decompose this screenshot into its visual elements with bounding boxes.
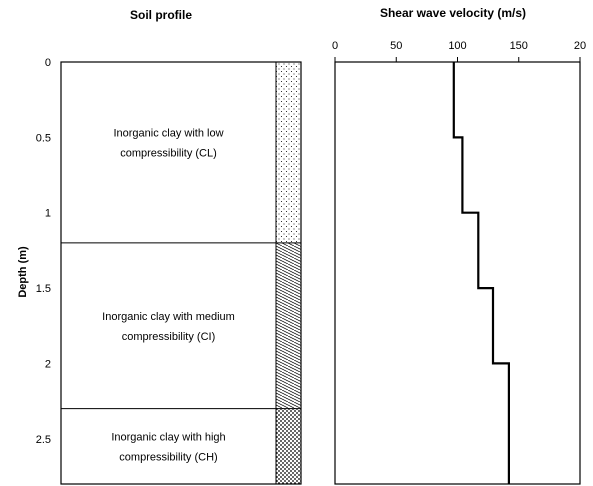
soil-profile-frame bbox=[60, 61, 302, 485]
velocity-axis-title: Shear wave velocity (m/s) bbox=[380, 6, 526, 20]
soil-pattern-column bbox=[276, 408, 301, 484]
soil-layer-label: Inorganic clay with high bbox=[111, 431, 225, 443]
depth-tick-labels: 0 0.5 1 1.5 2 2.5 bbox=[36, 57, 51, 446]
velocity-tick-label: 100 bbox=[448, 40, 466, 52]
soil-profile-title: Soil profile bbox=[130, 8, 192, 22]
soil-pattern-column bbox=[276, 242, 301, 409]
depth-tick-label: 1 bbox=[45, 208, 51, 220]
soil-layer-label: compressibility (CL) bbox=[120, 147, 217, 159]
soil-layer-label: compressibility (CI) bbox=[122, 331, 216, 343]
depth-axis-label: Depth (m) bbox=[17, 246, 29, 298]
velocity-tick-label: 50 bbox=[390, 40, 402, 52]
depth-tick-label: 0 bbox=[45, 57, 51, 69]
velocity-tick-labels: 0 50 100 150 20 bbox=[332, 40, 586, 62]
velocity-tick-label: 0 bbox=[332, 40, 338, 52]
soil-layer: Inorganic clay with low compressibility (… bbox=[113, 62, 301, 243]
soil-pattern-column bbox=[276, 62, 301, 243]
depth-tick-label: 1.5 bbox=[36, 283, 51, 295]
depth-tick-label: 2 bbox=[45, 358, 51, 370]
soil-layer: Inorganic clay with medium compressibilit… bbox=[61, 242, 301, 409]
velocity-panel: Shear wave velocity (m/s) 0 50 100 150 20 bbox=[332, 6, 586, 485]
soil-layer-label: Inorganic clay with medium bbox=[102, 311, 235, 323]
soil-layer-label: compressibility (CH) bbox=[119, 451, 217, 463]
velocity-tick-label: 150 bbox=[510, 40, 528, 52]
depth-tick-label: 2.5 bbox=[36, 434, 51, 446]
depth-tick-label: 0.5 bbox=[36, 132, 51, 144]
velocity-plot-frame bbox=[334, 61, 581, 485]
velocity-series bbox=[452, 62, 510, 484]
soil-layer: Inorganic clay with high compressibility … bbox=[61, 408, 301, 484]
velocity-tick-label: 20 bbox=[574, 40, 586, 52]
soil-layers: Inorganic clay with low compressibility (… bbox=[61, 62, 301, 484]
soil-profile-panel: Soil profile Depth (m) 0 0.5 1 1.5 2 2.5 Inor… bbox=[17, 8, 302, 485]
soil-layer-label: Inorganic clay with low bbox=[113, 127, 223, 139]
velocity-profile-line bbox=[452, 62, 510, 484]
